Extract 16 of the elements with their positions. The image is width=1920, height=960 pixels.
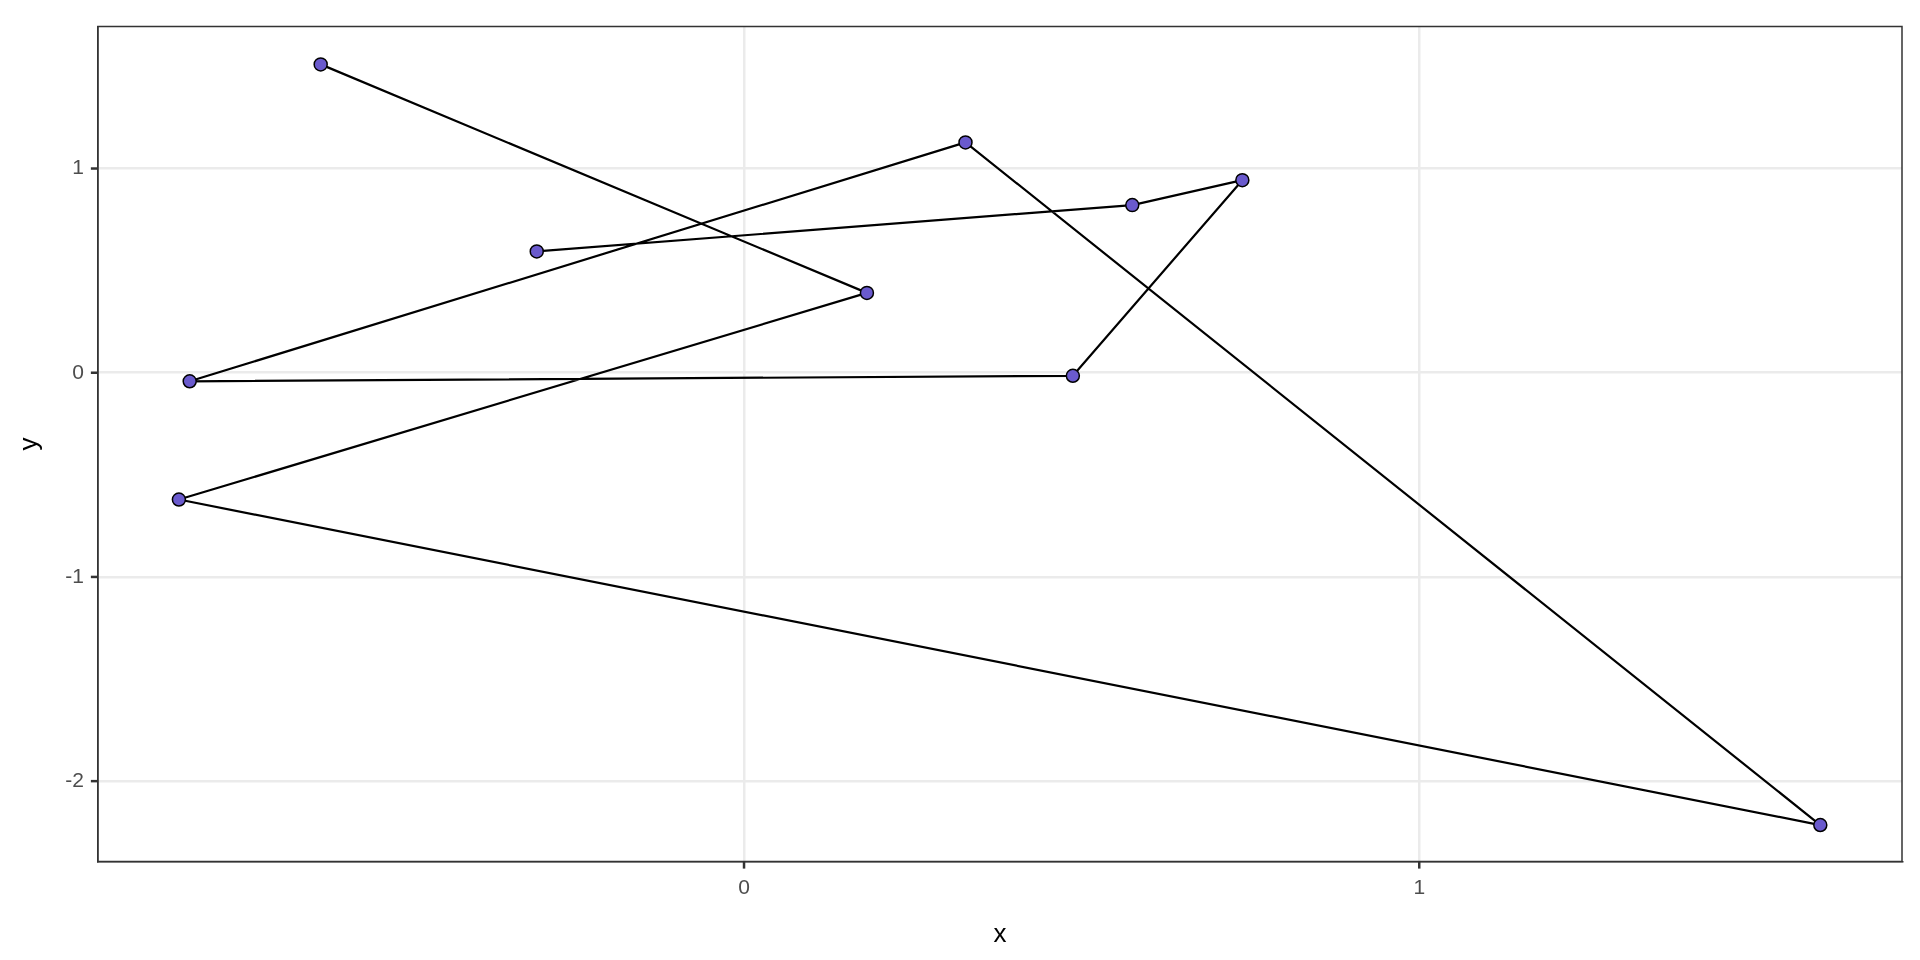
point — [859, 285, 875, 301]
y-tick-label: 0 — [72, 359, 84, 383]
point — [1065, 368, 1081, 384]
y-tick-label: -1 — [65, 563, 84, 587]
y-tick-label: -2 — [65, 767, 84, 791]
x-axis-title: x — [993, 917, 1007, 948]
point — [1125, 197, 1140, 213]
point — [1813, 817, 1828, 833]
point — [313, 57, 328, 72]
point — [1235, 172, 1250, 188]
y-tick-label: 1 — [72, 155, 84, 179]
y-axis-title: y — [12, 437, 43, 451]
point — [529, 244, 544, 259]
point — [958, 135, 973, 150]
point — [182, 374, 197, 389]
point — [171, 492, 187, 507]
